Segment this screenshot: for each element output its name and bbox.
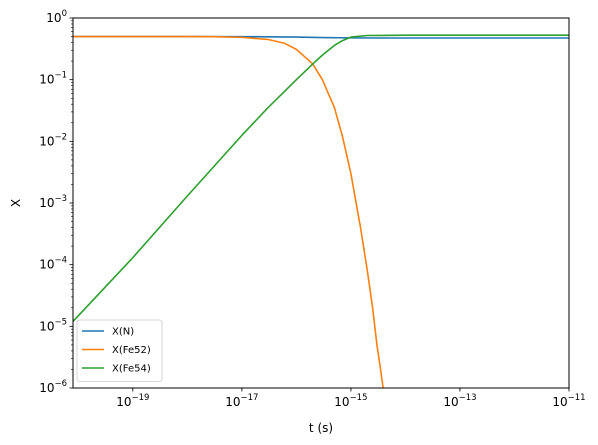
y-tick-label: 10−6 [39, 379, 67, 395]
y-axis: 10−6 10−5 10−4 10−3 10−2 10−1 100 [39, 9, 73, 395]
legend-label-x-fe54: X(Fe54) [112, 364, 151, 375]
legend-label-x-n: X(N) [112, 327, 134, 338]
x-tick-label: 10−11 [552, 393, 585, 409]
x-tick-label: 10−17 [225, 393, 258, 409]
x-tick-label: 10−15 [334, 393, 367, 409]
y-tick-label: 100 [46, 9, 67, 25]
x-axis: 10−19 10−17 10−15 10−13 10−11 [116, 388, 586, 409]
x-tick-label: 10−13 [443, 393, 476, 409]
series-line-x-fe52 [73, 35, 384, 388]
legend-box [76, 319, 163, 382]
y-tick-label: 10−4 [39, 256, 67, 272]
y-tick-label: 10−3 [39, 194, 67, 210]
x-tick-label: 10−19 [116, 393, 149, 409]
y-tick-label: 10−1 [39, 71, 67, 87]
x-axis-label: t (s) [309, 421, 333, 435]
legend-label-x-fe52: X(Fe52) [112, 345, 151, 356]
legend: X(N) X(Fe52) X(Fe54) [76, 319, 163, 382]
y-axis-label: X [9, 199, 23, 207]
y-tick-label: 10−5 [39, 317, 67, 333]
series-layer [73, 34, 569, 388]
y-tick-label: 10−2 [39, 132, 67, 148]
series-line-x-fe54 [73, 34, 569, 322]
